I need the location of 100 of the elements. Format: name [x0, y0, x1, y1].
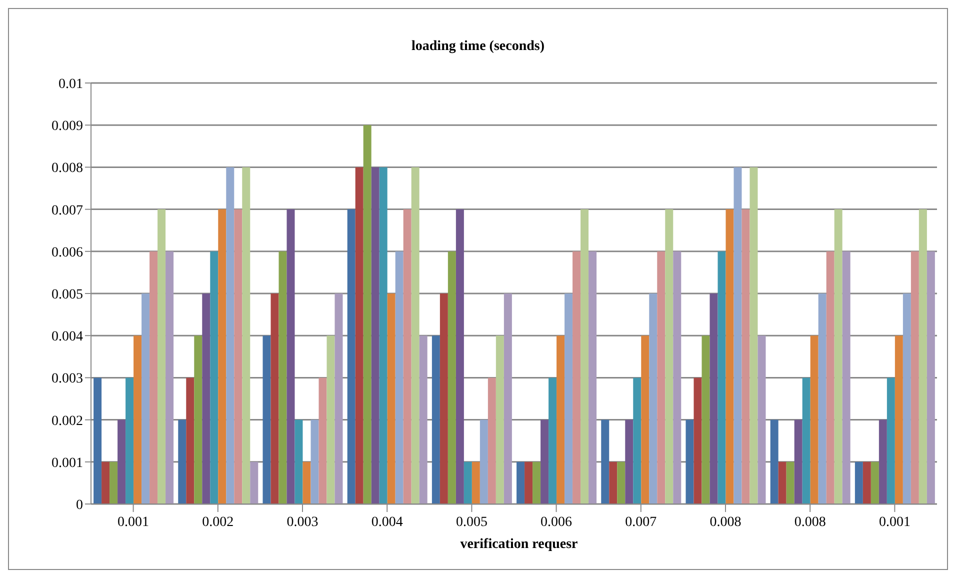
- bar: [826, 251, 834, 504]
- bar: [448, 251, 456, 504]
- bar: [347, 209, 356, 504]
- bar: [694, 378, 702, 504]
- bar: [496, 336, 504, 504]
- bar: [686, 420, 694, 504]
- bar: [480, 420, 488, 504]
- bar: [218, 209, 226, 504]
- bar: [617, 462, 626, 504]
- bar: [102, 462, 110, 504]
- bar: [625, 420, 634, 504]
- bar: [918, 209, 927, 504]
- bar: [94, 378, 102, 504]
- bar: [334, 294, 343, 504]
- bar: [464, 462, 472, 504]
- bar: [310, 420, 319, 504]
- bar: [270, 294, 279, 504]
- bar: [726, 209, 734, 504]
- y-tick-label: 0.006: [52, 245, 83, 260]
- y-tick-label: 0.009: [52, 119, 83, 134]
- bar: [134, 336, 142, 504]
- x-tick-label: 0.004: [371, 514, 403, 530]
- bar: [411, 167, 420, 504]
- bar: [355, 167, 364, 504]
- bar: [588, 251, 597, 504]
- bar: [926, 251, 935, 504]
- bar: [166, 251, 174, 504]
- bar: [419, 336, 428, 504]
- bar: [786, 462, 794, 504]
- bar: [403, 209, 412, 504]
- bar: [262, 336, 271, 504]
- x-tick-label: 0.001: [118, 514, 150, 530]
- bar: [178, 420, 186, 504]
- y-tick-label: 0: [76, 498, 83, 513]
- bar: [379, 167, 388, 504]
- y-tick-label: 0.01: [58, 76, 83, 92]
- bar: [802, 378, 810, 504]
- bar: [472, 462, 480, 504]
- bar: [854, 462, 863, 504]
- bar: [862, 462, 871, 504]
- bar: [902, 294, 911, 504]
- bar: [910, 251, 919, 504]
- bar: [818, 294, 826, 504]
- bar: [524, 462, 533, 504]
- bar: [641, 336, 650, 504]
- bar: [657, 251, 666, 504]
- bar: [834, 209, 842, 504]
- bar: [432, 336, 440, 504]
- bar: [810, 336, 818, 504]
- y-tick-label: 0.008: [52, 161, 83, 176]
- x-tick-label: 0.002: [202, 514, 234, 530]
- bar: [770, 420, 778, 504]
- bar: [516, 462, 525, 504]
- bar: [673, 251, 682, 504]
- bar: [564, 294, 573, 504]
- bar: [504, 294, 512, 504]
- bar: [609, 462, 618, 504]
- bar: [580, 209, 589, 504]
- bar: [842, 251, 850, 504]
- bar: [226, 167, 234, 504]
- x-tick-label: 0.007: [625, 514, 657, 530]
- bar: [456, 209, 464, 504]
- bar: [234, 209, 242, 504]
- bar: [710, 294, 718, 504]
- y-tick-label: 0.005: [52, 287, 83, 302]
- bar: [142, 294, 150, 504]
- chart-title: loading time (seconds): [410, 39, 546, 55]
- x-tick-label: 0.008: [710, 514, 742, 530]
- bar: [601, 420, 610, 504]
- bar: [633, 378, 642, 504]
- bar: [118, 420, 126, 504]
- x-tick-label: 0.006: [540, 514, 572, 530]
- bar: [718, 251, 726, 504]
- bar: [548, 378, 557, 504]
- bar: [326, 336, 335, 504]
- y-tick-label: 0.007: [52, 203, 83, 218]
- bar: [870, 462, 879, 504]
- y-tick-label: 0.001: [52, 456, 83, 471]
- bar: [302, 462, 311, 504]
- bar: [126, 378, 134, 504]
- bar: [556, 336, 565, 504]
- bar: [363, 125, 372, 504]
- bar: [286, 209, 295, 504]
- bar: [202, 294, 210, 504]
- bar: [186, 378, 194, 504]
- bar: [894, 336, 903, 504]
- bar: [440, 294, 448, 504]
- bar: [878, 420, 887, 504]
- bar: [371, 167, 380, 504]
- x-tick-label: 0.003: [286, 514, 318, 530]
- bar: [150, 251, 158, 504]
- bar: [395, 251, 404, 504]
- bar: [742, 209, 750, 504]
- bar: [572, 251, 581, 504]
- bar: [540, 420, 549, 504]
- bar: [242, 167, 250, 504]
- y-tick-label: 0.002: [52, 414, 83, 429]
- bar: [649, 294, 658, 504]
- bar: [294, 420, 303, 504]
- bar: [758, 336, 766, 504]
